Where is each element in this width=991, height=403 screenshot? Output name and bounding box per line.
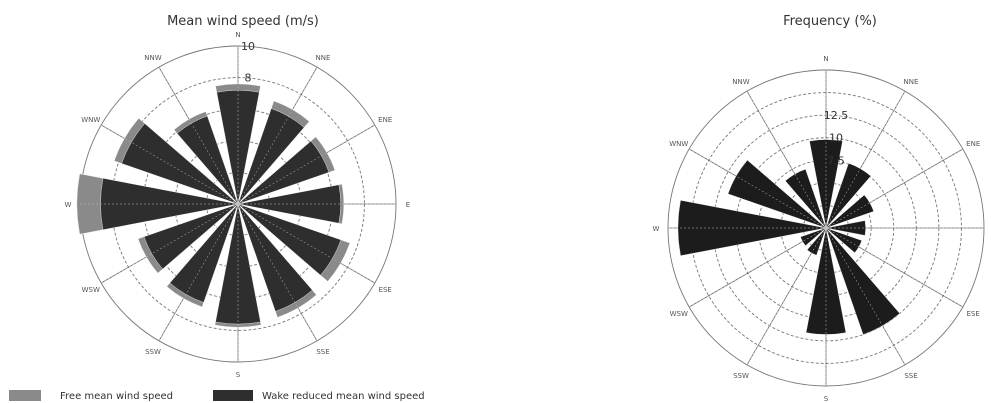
- direction-label-n: N: [823, 55, 828, 63]
- bar-wake-reduced-mean-wind-speed-s: [215, 203, 261, 325]
- direction-label-ese: ESE: [379, 286, 392, 294]
- mean-wind-speed-rose: Mean wind speed (m/s) N NNE ENE E ESE SSE S SSW…: [65, 14, 411, 379]
- direction-label-wsw: WSW: [82, 286, 100, 294]
- radial-tick-label: 10: [829, 132, 843, 145]
- radial-tick-labels: 8 10: [241, 40, 255, 85]
- bar-frequency-nnw: [785, 168, 827, 229]
- radial-tick-label: 10: [241, 40, 255, 53]
- direction-label-sse: SSE: [904, 372, 917, 380]
- direction-label-ene: ENE: [966, 140, 980, 148]
- direction-labels: N NNE ENE E ESE SSE S SSW WSW W WNW NNW: [65, 31, 411, 379]
- legend: Free mean wind speed Wake reduced mean w…: [9, 390, 425, 402]
- direction-label-wsw: WSW: [670, 310, 688, 318]
- legend-label-wake: Wake reduced mean wind speed: [262, 391, 425, 402]
- direction-label-ene: ENE: [378, 116, 392, 124]
- bars: [668, 70, 984, 386]
- direction-label-e: E: [406, 201, 410, 209]
- bars: [76, 46, 396, 362]
- direction-label-w: W: [653, 225, 660, 233]
- direction-label-ssw: SSW: [145, 348, 161, 356]
- bar-frequency-e: [825, 220, 866, 236]
- direction-label-nnw: NNW: [732, 78, 749, 86]
- legend-label-free: Free mean wind speed: [60, 391, 173, 402]
- chart-title: Mean wind speed (m/s): [167, 14, 319, 29]
- radial-tick-label: 7.5: [827, 154, 845, 167]
- direction-label-nne: NNE: [904, 78, 919, 86]
- legend-swatch-wake: [213, 390, 253, 401]
- direction-label-ese: ESE: [967, 310, 980, 318]
- bar-frequency-ene: [825, 194, 875, 229]
- chart-title: Frequency (%): [783, 14, 877, 29]
- direction-label-wnw: WNW: [81, 116, 100, 124]
- direction-label-s: S: [824, 395, 829, 403]
- direction-label-wnw: WNW: [669, 140, 688, 148]
- bar-wake-reduced-mean-wind-speed-wsw: [143, 203, 239, 270]
- legend-swatch-free: [9, 390, 41, 401]
- bar-frequency-wsw: [800, 227, 827, 246]
- direction-label-s: S: [236, 371, 241, 379]
- direction-label-w: W: [65, 201, 72, 209]
- radial-tick-label: 8: [245, 72, 252, 85]
- direction-label-nnw: NNW: [144, 54, 161, 62]
- bar-wake-reduced-mean-wind-speed-e: [237, 184, 341, 224]
- bar-frequency-wnw: [727, 159, 827, 229]
- direction-label-n: N: [235, 31, 240, 39]
- direction-label-sse: SSE: [316, 348, 329, 356]
- radial-tick-label: 12.5: [824, 109, 849, 122]
- direction-label-nne: NNE: [316, 54, 331, 62]
- bar-wake-reduced-mean-wind-speed-wnw: [121, 123, 239, 205]
- direction-label-ssw: SSW: [733, 372, 749, 380]
- radial-tick-labels: 7.5 10 12.5: [824, 109, 849, 167]
- frequency-rose: Frequency (%) NNNEENEEESESSESSSWWSWWWNWN…: [653, 14, 985, 403]
